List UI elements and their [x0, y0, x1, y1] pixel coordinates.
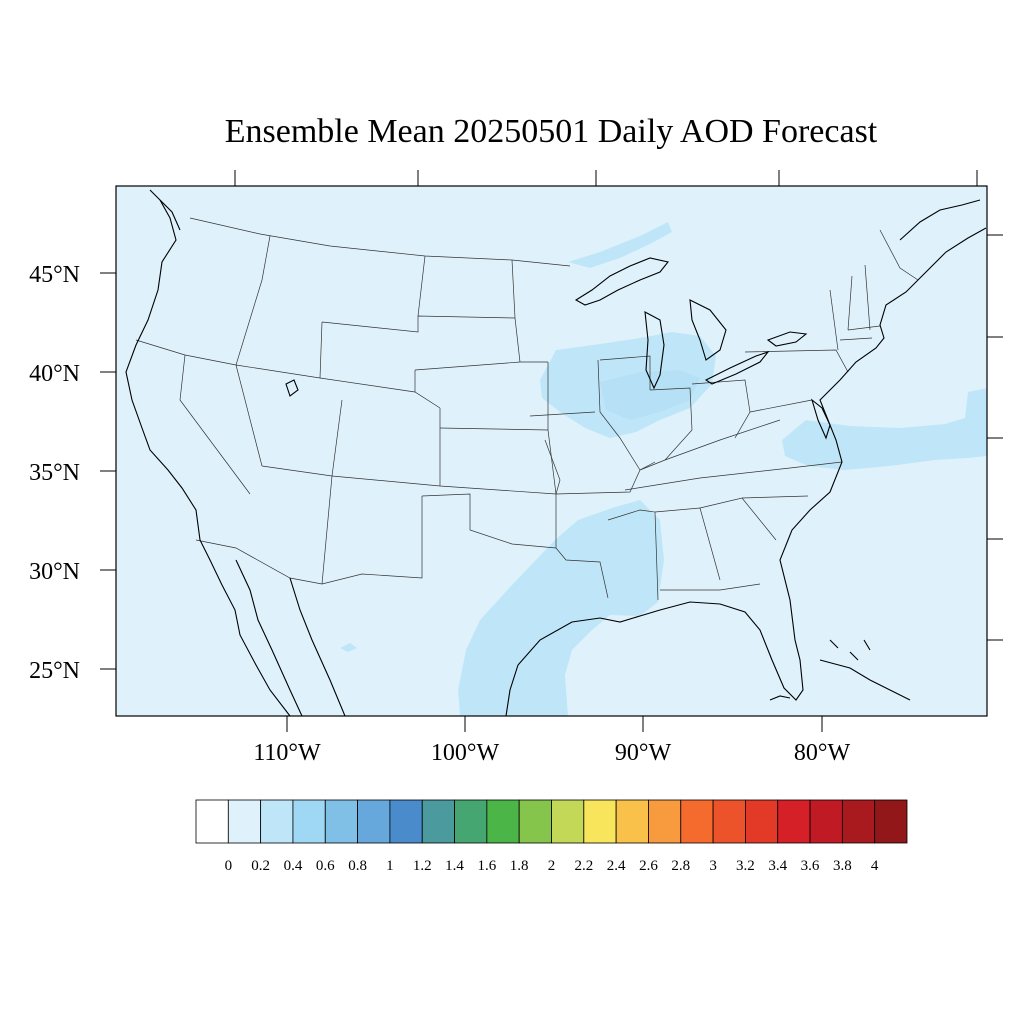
- colorbar-swatch: [324, 799, 358, 844]
- aod-region-lake-superior: [568, 222, 672, 268]
- map-title: Ensemble Mean 20250501 Daily AOD Forecas…: [225, 113, 878, 150]
- map-frame: [115, 185, 988, 717]
- colorbar-tick-label: 0.4: [284, 858, 303, 874]
- colorbar-tick-label: 2.2: [574, 858, 593, 874]
- colorbar-tick-label: 0.8: [348, 858, 367, 874]
- aod-region-small-spot: [340, 643, 357, 652]
- aod-region-gulf-south: [458, 500, 664, 716]
- colorbar-swatch: [777, 799, 811, 844]
- colorbar-tick-label: 4: [871, 858, 879, 874]
- colorbar: [195, 799, 908, 844]
- colorbar-tick-label: 0.2: [251, 858, 270, 874]
- lon-label: 110°W: [253, 740, 321, 766]
- colorbar-swatch: [680, 799, 714, 844]
- colorbar-tick-label: 1.8: [510, 858, 529, 874]
- colorbar-tick-label: 2.8: [671, 858, 690, 874]
- state-boundaries: [135, 217, 919, 601]
- colorbar-tick-label: 2: [548, 858, 556, 874]
- colorbar-labels: 0 0.2 0.4 0.6 0.8 1 1.2 1.4 1.6 1.8 2 2.2 2.4 2.6 2.8 3…: [225, 858, 879, 874]
- colorbar-swatch: [421, 799, 455, 844]
- colorbar-swatch: [583, 799, 617, 844]
- lat-label: 30°N: [29, 559, 80, 585]
- lat-label: 45°N: [29, 262, 80, 288]
- colorbar-tick-label: 3.8: [833, 858, 852, 874]
- colorbar-tick-label: 1: [386, 858, 394, 874]
- top-ticks: [234, 170, 978, 186]
- lake-superior: [574, 257, 669, 306]
- canada-west-coast: [149, 189, 181, 231]
- colorbar-swatch: [518, 799, 552, 844]
- bahamas: [829, 639, 871, 661]
- colorbar-tick-label: 3.6: [801, 858, 820, 874]
- bottom-ticks: [286, 716, 823, 732]
- lon-label: 100°W: [431, 740, 500, 766]
- colorbar-tick-label: 3: [709, 858, 717, 874]
- colorbar-swatch: [260, 799, 294, 844]
- colorbar-swatch: [712, 799, 746, 844]
- canada-east-coast: [899, 199, 981, 241]
- lat-label: 40°N: [29, 361, 80, 387]
- right-ticks: [987, 234, 1003, 641]
- colorbar-swatch: [292, 799, 326, 844]
- colorbar-swatch: [486, 799, 520, 844]
- coastlines: [125, 189, 987, 717]
- colorbar-swatch: [454, 799, 488, 844]
- pacific-coast: [125, 199, 291, 717]
- lake-huron: [689, 299, 727, 361]
- colorbar-swatch: [195, 799, 229, 844]
- map-panel: [116, 186, 987, 717]
- colorbar-tick-label: 2.4: [607, 858, 626, 874]
- great-salt-lake: [285, 379, 299, 397]
- colorbar-swatch: [648, 799, 682, 844]
- longitude-labels: 110°W 100°W 90°W 80°W: [253, 740, 850, 766]
- lon-label: 80°W: [794, 740, 851, 766]
- lake-erie: [704, 350, 770, 385]
- left-ticks: [100, 272, 116, 670]
- colorbar-tick-label: 1.6: [477, 858, 496, 874]
- lake-ontario: [766, 331, 808, 347]
- colorbar-swatch: [389, 799, 423, 844]
- colorbar-swatch: [745, 799, 779, 844]
- colorbar-swatch: [874, 799, 908, 844]
- lat-label: 25°N: [29, 658, 80, 684]
- colorbar-swatch: [551, 799, 585, 844]
- aod-region-atlantic: [782, 388, 987, 470]
- aod-contours-inner: [600, 370, 700, 420]
- colorbar-tick-label: 1.2: [413, 858, 432, 874]
- atlantic-coast: [779, 227, 987, 641]
- colorbar-swatch: [227, 799, 262, 844]
- latitude-labels: 45°N 40°N 35°N 30°N 25°N: [29, 262, 80, 684]
- lat-label: 35°N: [29, 460, 80, 486]
- mexico-west-coast: [289, 577, 346, 717]
- colorbar-tick-label: 3.2: [736, 858, 755, 874]
- colorbar-tick-label: 0.6: [316, 858, 335, 874]
- aod-region-midwest-core: [600, 370, 700, 420]
- colorbar-tick-label: 2.6: [639, 858, 658, 874]
- colorbar-tick-label: 3.4: [768, 858, 787, 874]
- colorbar-tick-label: 0: [225, 858, 233, 874]
- colorbar-swatch: [357, 799, 391, 844]
- florida-keys: [769, 695, 791, 701]
- colorbar-swatch: [615, 799, 649, 844]
- gulf-coast: [505, 601, 804, 717]
- baja-gulf: [235, 559, 303, 717]
- colorbar-swatch: [841, 799, 876, 844]
- colorbar-swatch: [809, 799, 843, 844]
- colorbar-tick-label: 1.4: [445, 858, 464, 874]
- chesapeake: [810, 398, 831, 440]
- lon-label: 90°W: [615, 740, 672, 766]
- lake-michigan: [644, 311, 665, 390]
- cuba: [819, 659, 911, 701]
